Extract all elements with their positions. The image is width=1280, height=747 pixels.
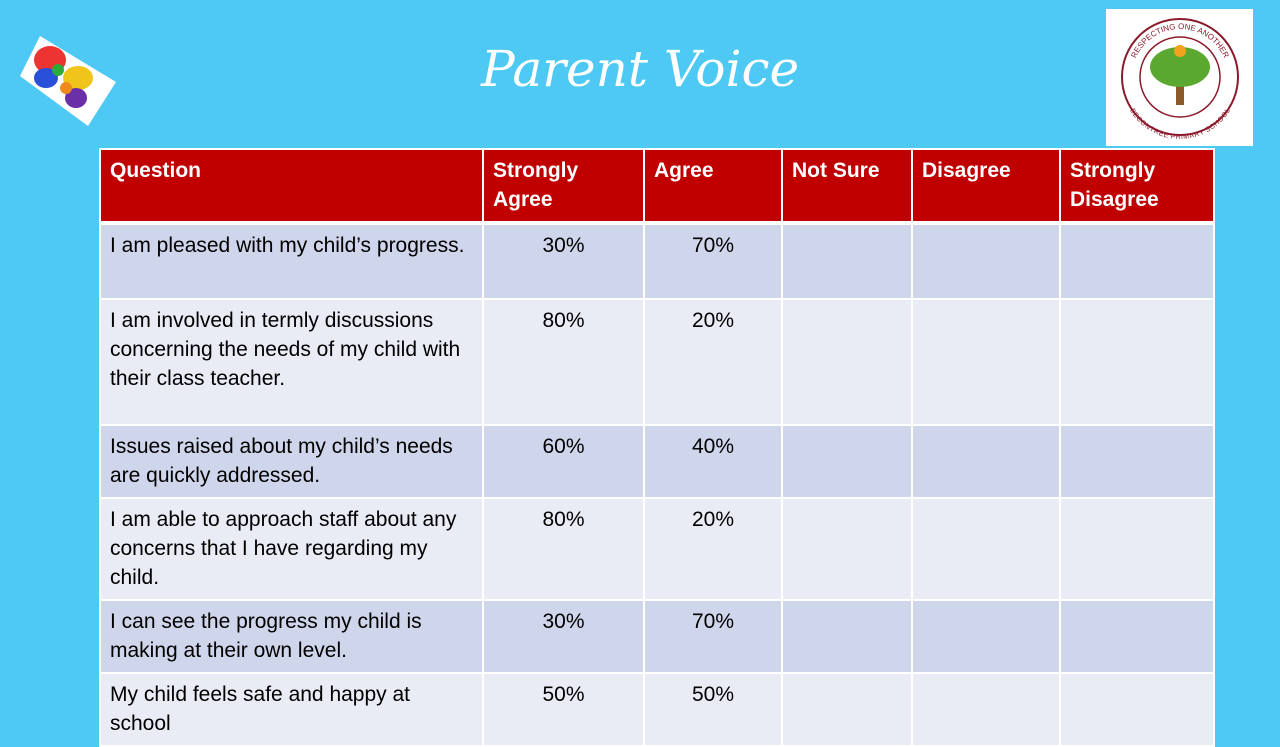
empty-cell (781, 672, 913, 747)
wing (60, 82, 72, 94)
empty-cell (781, 222, 913, 300)
empty-cell (1059, 298, 1215, 426)
empty-cell (911, 222, 1061, 300)
table-row: I am involved in termly discussions conc… (99, 298, 1215, 426)
table-row: I can see the progress my child is makin… (99, 599, 1215, 674)
percent-cell: 50% (643, 672, 783, 747)
empty-cell (911, 599, 1061, 674)
percent-cell: 70% (643, 222, 783, 300)
empty-cell (781, 599, 913, 674)
empty-cell (781, 298, 913, 426)
empty-cell (1059, 672, 1215, 747)
empty-cell (911, 497, 1061, 601)
percent-cell: 30% (482, 222, 645, 300)
question-cell: Issues raised about my child’s needs are… (99, 424, 484, 499)
torch (1174, 45, 1186, 57)
question-cell: I am pleased with my child’s progress. (99, 222, 484, 300)
question-cell: My child feels safe and happy at school (99, 672, 484, 747)
column-header: Strongly Disagree (1059, 148, 1215, 225)
percent-cell: 80% (482, 497, 645, 601)
school-logo: RESPECTING ONE ANOTHER BECONTREE PRIMARY… (1106, 9, 1253, 146)
percent-cell: 80% (482, 298, 645, 426)
butterfly-logo (20, 36, 116, 126)
survey-table: Question Strongly Agree Agree Not Sure Disag… (99, 148, 1215, 747)
slide: Parent Voice RESPECTING ONE ANOTHER BECO… (20, 9, 1253, 747)
table-row: I am able to approach staff about any co… (99, 497, 1215, 601)
wing (63, 66, 93, 90)
column-header: Strongly Agree (482, 148, 645, 225)
wing (52, 64, 64, 76)
table-body: I am pleased with my child’s progress. 30… (99, 222, 1215, 747)
percent-cell: 20% (643, 497, 783, 601)
empty-cell (781, 424, 913, 499)
table-row: Issues raised about my child’s needs are… (99, 424, 1215, 499)
tree-crown (1150, 47, 1210, 87)
column-header: Agree (643, 148, 783, 225)
empty-cell (1059, 222, 1215, 300)
wing (65, 88, 87, 108)
empty-cell (1059, 599, 1215, 674)
question-cell: I am involved in termly discussions conc… (99, 298, 484, 426)
column-header: Disagree (911, 148, 1061, 225)
wing (34, 68, 58, 88)
percent-cell: 70% (643, 599, 783, 674)
empty-cell (911, 298, 1061, 426)
table-row: I am pleased with my child’s progress. 30… (99, 222, 1215, 300)
slide-title: Parent Voice (480, 40, 800, 98)
empty-cell (781, 497, 913, 601)
percent-cell: 60% (482, 424, 645, 499)
percent-cell: 50% (482, 672, 645, 747)
percent-cell: 20% (643, 298, 783, 426)
tree-trunk (1176, 71, 1184, 105)
table-row: My child feels safe and happy at school 5… (99, 672, 1215, 747)
column-header: Question (99, 148, 484, 225)
percent-cell: 40% (643, 424, 783, 499)
empty-cell (1059, 424, 1215, 499)
column-header: Not Sure (781, 148, 913, 225)
empty-cell (911, 424, 1061, 499)
question-cell: I am able to approach staff about any co… (99, 497, 484, 601)
question-cell: I can see the progress my child is makin… (99, 599, 484, 674)
header-row: Question Strongly Agree Agree Not Sure Disag… (99, 148, 1215, 225)
empty-cell (1059, 497, 1215, 601)
percent-cell: 30% (482, 599, 645, 674)
empty-cell (911, 672, 1061, 747)
